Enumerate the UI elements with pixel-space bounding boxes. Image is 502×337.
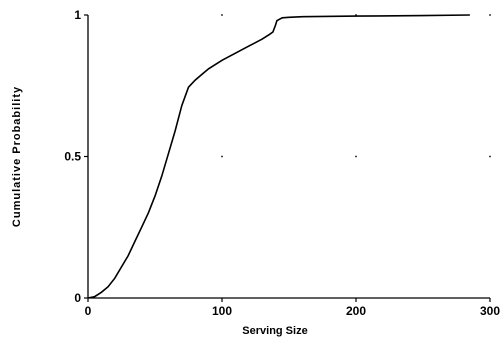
cdf-line: [87, 14, 470, 299]
grid-dot: [355, 14, 357, 16]
x-tick-label: 100: [212, 304, 232, 318]
grid-dot: [489, 155, 491, 158]
x-tick-label: 200: [346, 304, 366, 318]
x-axis-title: Serving Size: [242, 325, 307, 337]
x-tick-label: 0: [85, 304, 92, 318]
y-axis-title: Cumulative Probability: [11, 86, 23, 227]
x-tick-label: 300: [480, 304, 500, 318]
grid-dot: [221, 14, 223, 16]
y-tick-label: 0: [74, 291, 81, 305]
grid-dot: [221, 155, 223, 158]
axes: [84, 14, 491, 302]
grid-dot: [489, 14, 491, 16]
grid-dot: [355, 155, 357, 158]
tick-labels: 0 100 200 300 0 0.5 1: [64, 8, 500, 318]
y-tick-label: 0.5: [64, 150, 81, 164]
grid-dots: [221, 14, 491, 158]
y-tick-label: 1: [74, 8, 81, 22]
